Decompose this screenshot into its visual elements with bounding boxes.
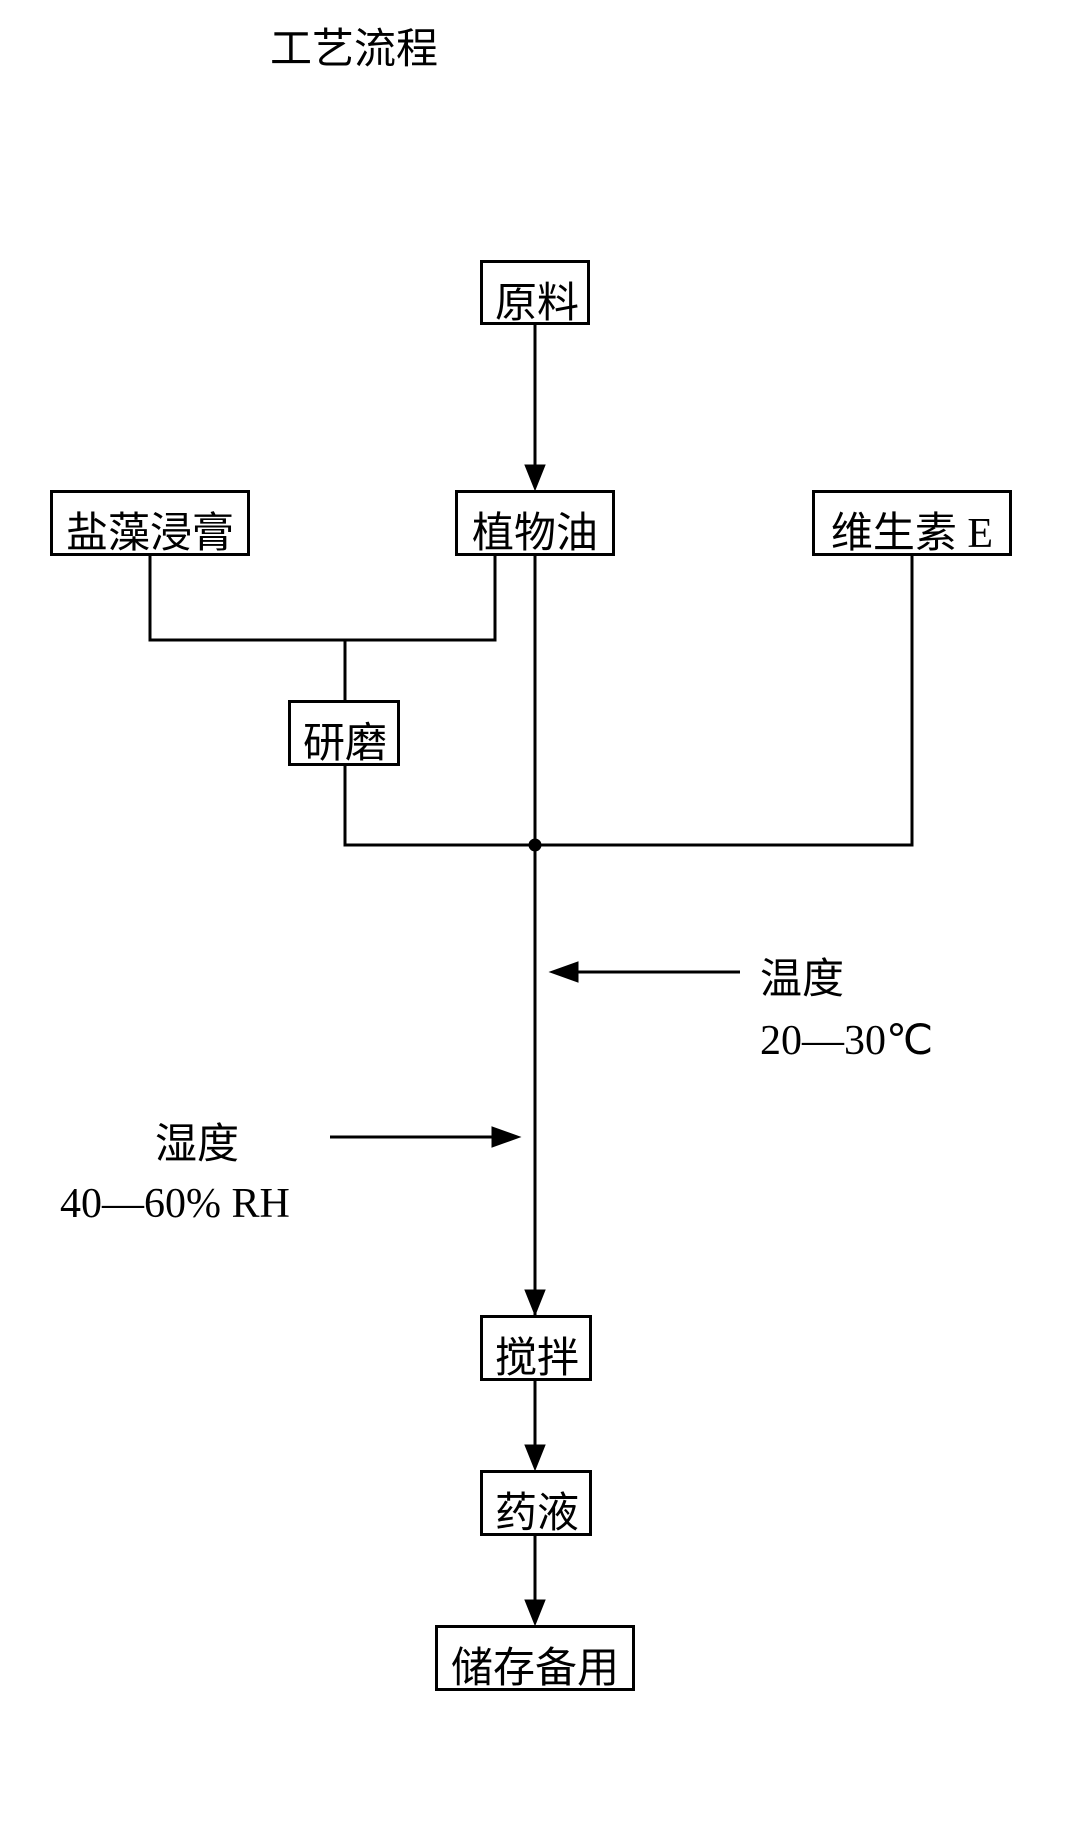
- node-grinding: 研磨: [288, 700, 400, 766]
- node-storage: 储存备用: [435, 1625, 635, 1691]
- annotation-humidity-label: 湿度: [155, 1110, 239, 1171]
- node-algae-extract: 盐藻浸膏: [50, 490, 250, 556]
- annotation-humidity-value: 40—60% RH: [60, 1180, 290, 1228]
- node-raw-material: 原料: [480, 260, 590, 325]
- node-vitamin-e: 维生素 E: [812, 490, 1012, 556]
- annotation-temperature-label: 温度: [760, 945, 844, 1006]
- node-solution: 药液: [480, 1470, 592, 1536]
- diagram-title: 工艺流程: [270, 15, 438, 76]
- annotation-temperature-value: 20—30℃: [760, 1015, 933, 1065]
- node-vegetable-oil: 植物油: [455, 490, 615, 556]
- node-stirring: 搅拌: [480, 1315, 592, 1381]
